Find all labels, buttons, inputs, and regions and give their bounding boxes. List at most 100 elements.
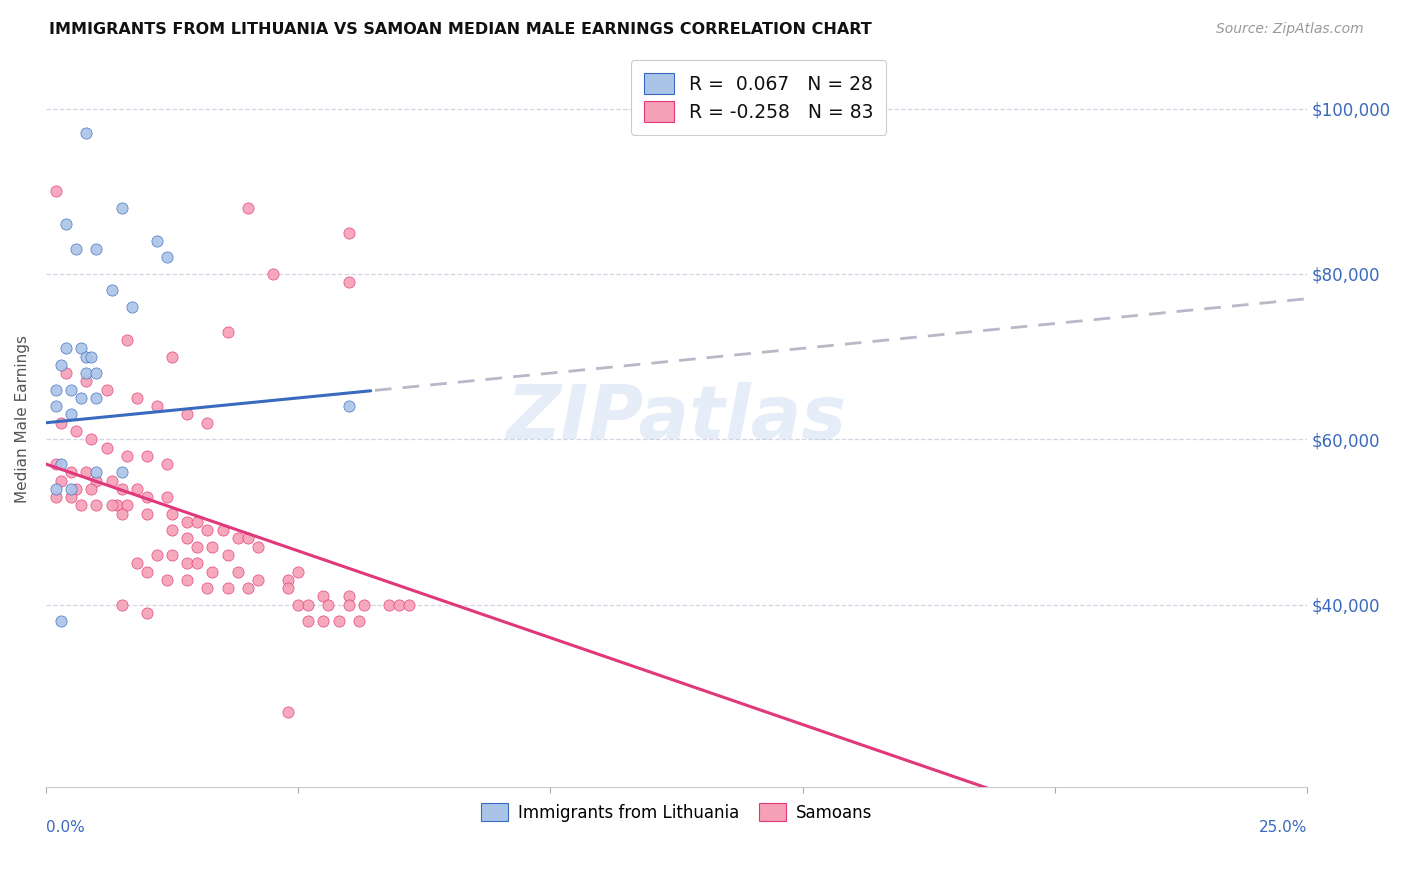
Point [277,705,299,719]
Point [125,556,148,570]
Point [49,358,72,372]
Point [86,391,108,405]
Point [135,490,157,504]
Point [160,350,183,364]
Point [217,548,239,562]
Point [337,399,360,413]
Point [197,523,219,537]
Point [75,350,97,364]
Point [55,366,77,380]
Point [80,350,103,364]
Point [297,614,319,628]
Point [156,457,179,471]
Point [75,375,97,389]
Point [45,490,67,504]
Point [75,466,97,480]
Point [388,598,411,612]
Point [49,474,72,488]
Point [125,391,148,405]
Point [156,490,179,504]
Point [312,614,335,628]
Point [75,127,97,141]
Text: IMMIGRANTS FROM LITHUANIA VS SAMOAN MEDIAN MALE EARNINGS CORRELATION CHART: IMMIGRANTS FROM LITHUANIA VS SAMOAN MEDI… [49,22,872,37]
Point [160,507,183,521]
Point [49,416,72,430]
Point [337,226,360,240]
Point [86,242,108,256]
Point [45,383,67,397]
Point [55,342,77,356]
Point [49,457,72,471]
Point [176,408,198,422]
Point [115,499,138,513]
Point [100,499,122,513]
Point [135,565,157,579]
Point [135,606,157,620]
Point [111,466,134,480]
Y-axis label: Median Male Earnings: Median Male Earnings [15,334,30,502]
Point [262,267,284,281]
Point [80,482,103,496]
Point [156,573,179,587]
Point [197,416,219,430]
Point [45,457,67,471]
Point [201,540,224,554]
Point [236,201,259,215]
Point [115,333,138,347]
Text: 25.0%: 25.0% [1258,820,1308,835]
Legend: Immigrants from Lithuania, Samoans: Immigrants from Lithuania, Samoans [470,791,883,833]
Point [135,507,157,521]
Point [318,598,340,612]
Point [226,565,249,579]
Point [96,383,118,397]
Point [111,507,134,521]
Point [86,474,108,488]
Point [176,556,198,570]
Point [65,424,87,438]
Point [337,598,360,612]
Point [176,573,198,587]
Point [337,275,360,289]
Point [312,590,335,604]
Point [160,548,183,562]
Point [353,598,375,612]
Point [86,366,108,380]
Point [328,614,350,628]
Point [197,581,219,595]
Point [86,466,108,480]
Point [45,184,67,198]
Point [115,449,138,463]
Point [55,217,77,231]
Point [146,399,169,413]
Point [337,590,360,604]
Point [277,573,299,587]
Point [135,449,157,463]
Point [60,408,83,422]
Point [75,366,97,380]
Point [211,523,233,537]
Point [201,565,224,579]
Point [246,540,269,554]
Point [236,532,259,546]
Point [70,342,93,356]
Point [246,573,269,587]
Point [65,482,87,496]
Point [60,383,83,397]
Point [45,399,67,413]
Point [70,391,93,405]
Point [121,300,143,314]
Point [156,251,179,265]
Point [146,548,169,562]
Point [287,598,309,612]
Point [100,284,122,298]
Point [100,474,122,488]
Point [287,565,309,579]
Text: Source: ZipAtlas.com: Source: ZipAtlas.com [1216,22,1364,37]
Point [49,614,72,628]
Point [297,598,319,612]
Point [125,482,148,496]
Point [398,598,420,612]
Point [217,581,239,595]
Point [146,234,169,248]
Point [45,482,67,496]
